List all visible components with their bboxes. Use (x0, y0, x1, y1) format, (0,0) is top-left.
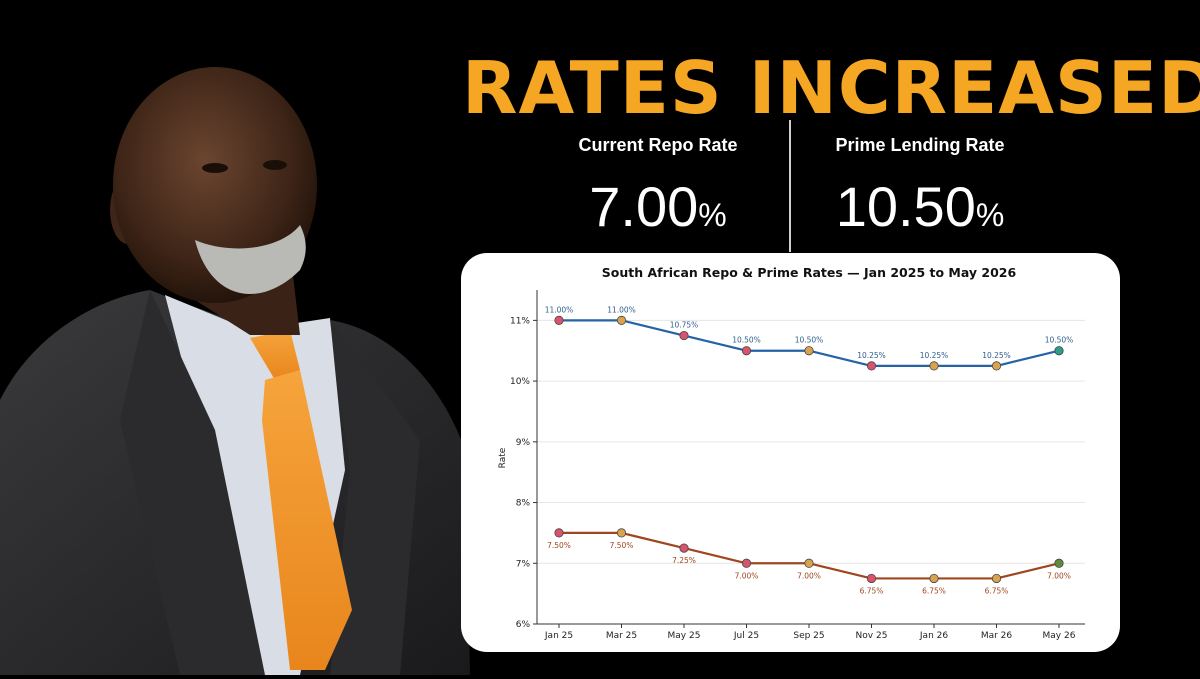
repo-rate-number: 7.00 (589, 175, 699, 238)
data-point (991, 361, 1002, 371)
x-tick-label: Jul 25 (733, 631, 759, 641)
data-label: 7.50% (547, 541, 571, 550)
data-point (929, 361, 939, 371)
repo-rate-stat: Current Repo Rate 7.00% (508, 130, 808, 260)
stat-divider (789, 120, 791, 252)
data-label: 6.75% (860, 586, 884, 595)
data-label: 6.75% (985, 586, 1009, 595)
y-axis-label: Rate (498, 447, 508, 468)
prime-rate-number: 10.50 (835, 175, 976, 238)
data-point (616, 315, 627, 325)
y-tick-label: 6% (516, 620, 531, 630)
data-label: 11.00% (545, 305, 574, 314)
repo-rate-label: Current Repo Rate (578, 135, 738, 155)
prime-rate-unit: % (975, 197, 1005, 233)
data-point (866, 573, 877, 584)
data-point (929, 573, 939, 584)
data-label: 6.75% (922, 586, 946, 595)
prime-rate-value: 10.50% (770, 162, 1070, 260)
x-tick-label: May 26 (1043, 631, 1076, 641)
data-label: 7.00% (797, 571, 821, 580)
rates-line-chart: South African Repo & Prime Rates — Jan 2… (498, 265, 1085, 641)
prime-rate-label: Prime Lending Rate (835, 135, 1005, 155)
data-label: 10.25% (982, 351, 1011, 360)
data-label: 7.25% (672, 556, 696, 565)
chart-card: South African Repo & Prime Rates — Jan 2… (461, 253, 1120, 652)
portrait-photo (0, 0, 470, 675)
data-label: 7.50% (610, 541, 634, 550)
data-point (1054, 346, 1064, 356)
data-label: 10.75% (670, 321, 699, 330)
x-tick-label: Nov 25 (856, 631, 888, 641)
data-point (1054, 558, 1064, 568)
data-label: 10.50% (1045, 336, 1074, 345)
data-point (554, 528, 564, 538)
data-label: 10.50% (732, 336, 761, 345)
data-label: 10.25% (857, 351, 886, 360)
x-tick-label: May 25 (668, 631, 701, 641)
data-point (804, 346, 814, 356)
data-point (866, 361, 877, 371)
prime-rate-stat: Prime Lending Rate 10.50% (770, 130, 1070, 260)
data-label: 10.25% (920, 351, 949, 360)
data-label: 10.50% (795, 336, 824, 345)
y-tick-label: 11% (510, 316, 530, 326)
data-point (554, 315, 564, 325)
data-label: 11.00% (607, 305, 636, 314)
repo-rate-value: 7.00% (508, 162, 808, 260)
data-point (679, 330, 689, 341)
x-tick-label: Mar 26 (981, 631, 1013, 641)
y-tick-label: 10% (510, 377, 530, 387)
y-tick-label: 9% (516, 438, 531, 448)
data-point (991, 573, 1002, 584)
repo-rate-unit: % (698, 197, 727, 233)
x-tick-label: Jan 25 (544, 631, 573, 641)
data-label: 7.00% (1047, 571, 1071, 580)
y-tick-label: 7% (516, 559, 531, 569)
y-tick-label: 8% (516, 499, 531, 509)
x-tick-label: Jan 26 (919, 631, 948, 641)
data-point (804, 558, 814, 568)
x-tick-label: Mar 25 (606, 631, 637, 641)
x-tick-label: Sep 25 (793, 631, 824, 641)
data-point (741, 558, 752, 568)
data-point (679, 543, 689, 553)
data-point (616, 528, 627, 538)
data-point (741, 346, 752, 356)
chart-title: South African Repo & Prime Rates — Jan 2… (602, 265, 1017, 280)
data-label: 7.00% (735, 571, 759, 580)
headline: RATES INCREASED (462, 46, 1200, 130)
